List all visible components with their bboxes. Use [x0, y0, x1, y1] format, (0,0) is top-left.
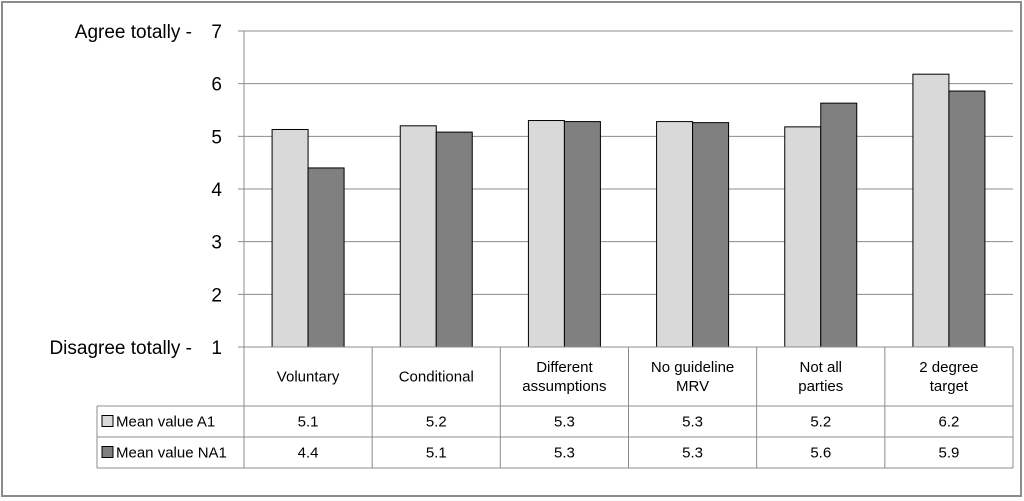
category-label: Voluntary: [277, 369, 340, 386]
y-tick-label: 5: [211, 127, 222, 148]
y-tick-prefix-label: Disagree totally -: [49, 338, 192, 359]
category-label: Not all: [799, 359, 842, 376]
bar-na1: [307, 167, 345, 348]
data-label: 5.1: [426, 445, 447, 462]
category-label: target: [930, 378, 969, 395]
category-label: assumptions: [522, 378, 606, 395]
data-table: Voluntary Conditional Different assumptions…: [96, 346, 1014, 469]
bar-a1: [271, 128, 309, 348]
y-tick-label: 6: [211, 75, 222, 96]
bar-na1: [692, 122, 730, 348]
category-label: parties: [798, 378, 843, 395]
bar-a1: [399, 125, 437, 348]
data-label: 4.4: [298, 445, 319, 462]
data-label: 5.2: [810, 414, 831, 431]
category-label: Different: [536, 359, 593, 376]
category-label: No guideline: [651, 359, 734, 376]
category-label: Conditional: [399, 369, 474, 386]
bar-na1: [435, 131, 473, 348]
bar-a1: [656, 121, 694, 348]
y-tick-label: 1: [211, 338, 222, 359]
bar-a1: [784, 126, 822, 348]
data-label: 5.3: [682, 414, 703, 431]
category-label: 2 degree: [919, 359, 978, 376]
y-tick-label: 3: [211, 233, 222, 254]
bars: [271, 73, 986, 348]
category-label: MRV: [676, 378, 709, 395]
data-label: 6.2: [938, 414, 959, 431]
bar-na1: [563, 121, 601, 348]
y-tick-label: 2: [211, 285, 222, 306]
y-tick-prefix-label: Agree totally -: [75, 22, 192, 43]
data-label: 5.2: [426, 414, 447, 431]
legend-key: [101, 446, 114, 458]
data-label: 5.3: [682, 445, 703, 462]
y-axis: 1 Disagree totally - 2 3 4 5 6 7 Agree totally -: [49, 22, 245, 359]
y-tick-label: 7: [211, 22, 222, 43]
legend-label: Mean value A1: [116, 414, 215, 431]
data-label: 5.3: [554, 445, 575, 462]
bar-na1: [820, 102, 858, 348]
bar-a1: [912, 73, 950, 348]
data-label: 5.3: [554, 414, 575, 431]
legend-key: [101, 415, 114, 427]
data-label: 5.1: [298, 414, 319, 431]
bar-na1: [948, 90, 986, 348]
legend-label: Mean value NA1: [116, 445, 227, 462]
data-label: 5.9: [938, 445, 959, 462]
bar-a1: [527, 120, 565, 348]
y-tick-label: 4: [211, 180, 222, 201]
data-label: 5.6: [810, 445, 831, 462]
